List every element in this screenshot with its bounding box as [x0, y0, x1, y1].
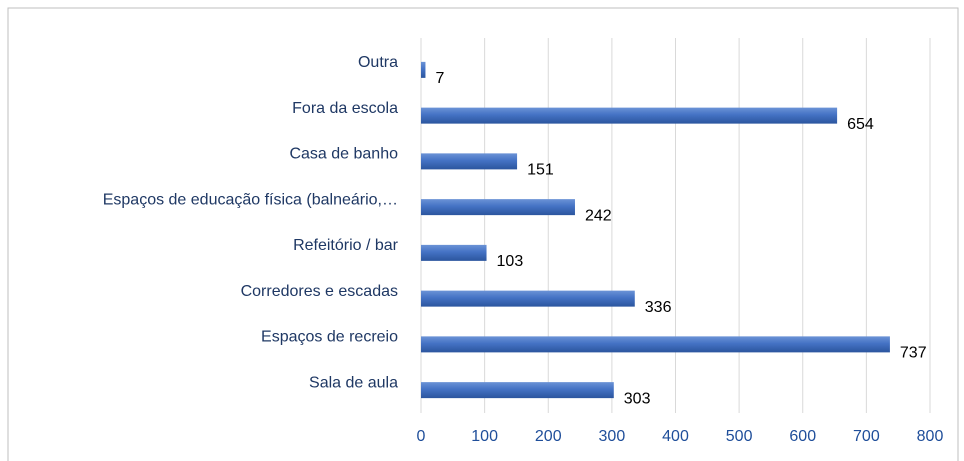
value-label: 737 — [900, 345, 927, 362]
x-tick-label: 800 — [917, 428, 944, 445]
y-tick-label: Refeitório / bar — [293, 237, 399, 254]
x-tick-label: 500 — [726, 428, 753, 445]
x-tick-label: 200 — [535, 428, 562, 445]
bar — [421, 382, 614, 399]
bar — [421, 199, 575, 216]
x-tick-label: 100 — [471, 428, 498, 445]
bar — [421, 244, 487, 261]
y-tick-label: Espaços de recreio — [261, 329, 398, 346]
x-tick-label: 600 — [789, 428, 816, 445]
y-tick-label: Sala de aula — [309, 374, 398, 391]
bar — [421, 153, 518, 170]
value-label: 151 — [527, 162, 554, 179]
value-label: 242 — [585, 207, 612, 224]
x-tick-label: 700 — [853, 428, 880, 445]
x-tick-label: 0 — [417, 428, 426, 445]
value-label: 336 — [645, 299, 672, 316]
y-tick-label: Fora da escola — [292, 100, 398, 117]
y-tick-label: Casa de banho — [289, 146, 398, 163]
y-tick-label: Outra — [358, 54, 398, 71]
bar — [421, 336, 890, 353]
y-tick-label: Espaços de educação física (balneário,… — [103, 191, 398, 208]
bar — [421, 107, 838, 124]
value-label: 103 — [497, 253, 524, 270]
value-label: 303 — [624, 390, 651, 407]
value-label: 654 — [847, 116, 874, 133]
x-tick-label: 400 — [662, 428, 689, 445]
value-label: 7 — [435, 70, 444, 87]
bar — [421, 290, 635, 307]
bar — [421, 61, 426, 78]
y-tick-label: Corredores e escadas — [241, 283, 398, 300]
x-tick-label: 300 — [599, 428, 626, 445]
